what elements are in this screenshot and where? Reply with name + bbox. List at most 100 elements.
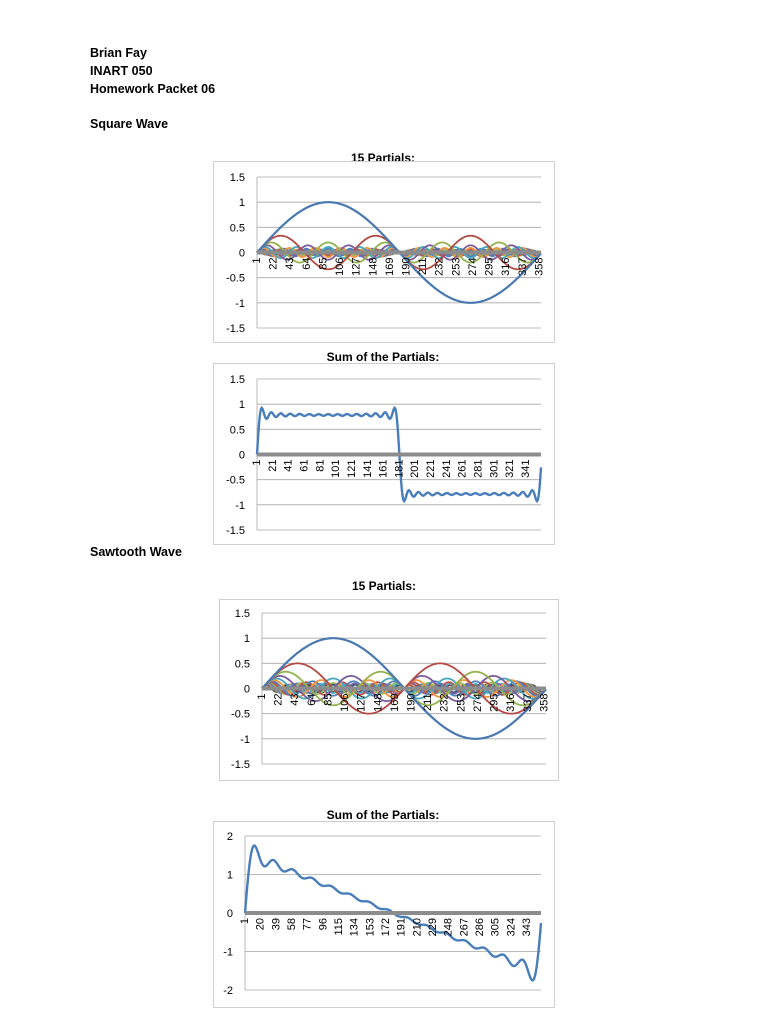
- x-tick-label: 61: [299, 460, 311, 472]
- x-tick-label: 20: [255, 918, 267, 930]
- x-tick-label: 229: [427, 918, 439, 936]
- x-tick-label: 153: [364, 918, 376, 936]
- author-name: Brian Fay: [90, 46, 147, 60]
- chart-svg: 210-1-21 20 39 58 77 96 115 134 153 172 191 210 229 2…: [223, 831, 543, 997]
- x-tick-label: 261: [457, 460, 469, 478]
- x-tick-label: 1: [251, 258, 263, 264]
- x-tick-label: 21: [267, 460, 279, 472]
- y-tick-label: 1: [239, 197, 245, 209]
- x-tick-label: 1: [256, 694, 268, 700]
- y-tick-label: 0: [239, 248, 245, 260]
- x-tick-label: 201: [409, 460, 421, 478]
- x-tick-label: 295: [484, 258, 496, 276]
- x-tick-label: 148: [367, 258, 379, 276]
- x-tick-label: 106: [334, 258, 346, 276]
- x-tick-label: 316: [500, 258, 512, 276]
- x-tick-label: 295: [489, 694, 501, 712]
- y-tick-label: -1: [235, 298, 245, 310]
- x-tick-label: 161: [378, 460, 390, 478]
- x-tick-label: 169: [384, 258, 396, 276]
- x-tick-label: 43: [289, 694, 301, 706]
- chart-sawtooth-partials[interactable]: 1.5 1 0.5 0 -0.5 -1 -1.5 1 22 43 64 85 106 127 148 169 1…: [219, 599, 559, 781]
- series-line-sum: [255, 405, 543, 504]
- chart-square-sum[interactable]: 1.5 1 0.5 0 -0.5 -1 -1.5 1 21 41 61 81 101 121 141 161 1…: [213, 363, 555, 545]
- x-tick-label: 81: [314, 460, 326, 472]
- y-tick-label: 1: [227, 870, 233, 882]
- x-tick-label: 1: [239, 918, 251, 924]
- x-tick-label: 64: [301, 258, 313, 270]
- x-tick-label: 96: [317, 918, 329, 930]
- y-tick-label: -0.5: [231, 709, 250, 721]
- y-tick-label: 0.5: [230, 424, 245, 436]
- y-tick-label: 1.5: [235, 608, 250, 620]
- x-tick-label: 286: [474, 918, 486, 936]
- x-tick-label: 121: [346, 460, 358, 478]
- chart-svg: 1.5 1 0.5 0 -0.5 -1 -1.5 1 22 43 64 85 106 127 148 169 1…: [226, 172, 545, 335]
- x-tick-label: 274: [467, 258, 479, 276]
- x-tick-label: 324: [505, 918, 517, 936]
- x-tick-label: 85: [318, 258, 330, 270]
- course-name: INART 050: [90, 64, 153, 78]
- x-tick-label: 337: [522, 694, 534, 712]
- x-tick-label: 190: [401, 258, 413, 276]
- y-tick-label: 0.5: [235, 658, 250, 670]
- x-tick-label: 248: [443, 918, 455, 936]
- x-tick-label: 321: [504, 460, 516, 478]
- chart-title-square-sum: Sum of the Partials:: [326, 350, 440, 364]
- x-tick-label: 1: [251, 460, 263, 466]
- x-tick-label: 210: [411, 918, 423, 936]
- x-tick-label: 267: [458, 918, 470, 936]
- y-tick-label: -0.5: [226, 273, 245, 285]
- chart-title-sawtooth-partials: 15 Partials:: [351, 579, 417, 593]
- y-tick-label: 1: [239, 399, 245, 411]
- x-tick-label: 43: [284, 258, 296, 270]
- y-tick-label: -2: [223, 985, 233, 997]
- x-tick-label: 191: [396, 918, 408, 936]
- assignment-title: Homework Packet 06: [90, 82, 216, 96]
- x-tick-label: 241: [441, 460, 453, 478]
- y-tick-label: -0.5: [226, 475, 245, 487]
- y-tick-label: -1: [240, 734, 250, 746]
- y-tick-label: -1.5: [226, 323, 245, 335]
- x-tick-label: 301: [488, 460, 500, 478]
- x-tick-label: 39: [270, 918, 282, 930]
- x-tick-label: 134: [349, 918, 361, 936]
- x-tick-label: 127: [356, 694, 368, 712]
- x-tick-label: 141: [362, 460, 374, 478]
- x-tick-label: 281: [473, 460, 485, 478]
- x-tick-label: 358: [533, 258, 545, 276]
- y-tick-label: 1.5: [230, 374, 245, 386]
- x-tick-label: 316: [505, 694, 517, 712]
- x-tick-label: 115: [333, 918, 345, 936]
- x-tick-label: 22: [268, 258, 280, 270]
- chart-sawtooth-sum[interactable]: 2 1 0 -1 -2 1 20 39 58 77 96 115 134 153 172 191 210 229 2…: [213, 821, 555, 1008]
- x-tick-label: 253: [455, 694, 467, 712]
- x-tick-label: 358: [538, 694, 550, 712]
- x-tick-label: 305: [490, 918, 502, 936]
- y-tick-label: -1: [223, 947, 233, 959]
- x-tick-label: 22: [273, 694, 285, 706]
- x-tick-label: 190: [406, 694, 418, 712]
- chart-square-partials[interactable]: 1.5 1 0.5 0 -0.5 -1 -1.5 1 22 43 64 85 106 127 148 169 1…: [213, 161, 555, 343]
- y-tick-label: 2: [227, 831, 233, 843]
- y-tick-label: 0: [244, 684, 250, 696]
- y-tick-label: -1.5: [226, 525, 245, 537]
- y-tick-label: -1: [235, 500, 245, 512]
- x-tick-label: 64: [306, 694, 318, 706]
- chart-title-sawtooth-sum: Sum of the Partials:: [326, 808, 440, 822]
- x-tick-label: 232: [434, 258, 446, 276]
- y-tick-label: 0.5: [230, 222, 245, 234]
- y-tick-label: 1.5: [230, 172, 245, 184]
- x-tick-label: 77: [302, 918, 314, 930]
- chart-svg: 1.5 1 0.5 0 -0.5 -1 -1.5 1 22 43 64 85 106 127 148 169 1…: [231, 608, 550, 771]
- x-tick-label: 85: [323, 694, 335, 706]
- x-tick-label: 181: [393, 460, 405, 478]
- y-tick-label: 0: [239, 450, 245, 462]
- x-tick-label: 232: [439, 694, 451, 712]
- x-tick-label: 211: [422, 694, 434, 712]
- x-tick-label: 337: [517, 258, 529, 276]
- x-tick-label: 253: [450, 258, 462, 276]
- chart-svg: 1.510.50-0.5-1-1.51 21 41 61 81 101 121 141 161 1…: [226, 374, 543, 537]
- x-tick-label: 172: [380, 918, 392, 936]
- x-tick-label: 101: [330, 460, 342, 478]
